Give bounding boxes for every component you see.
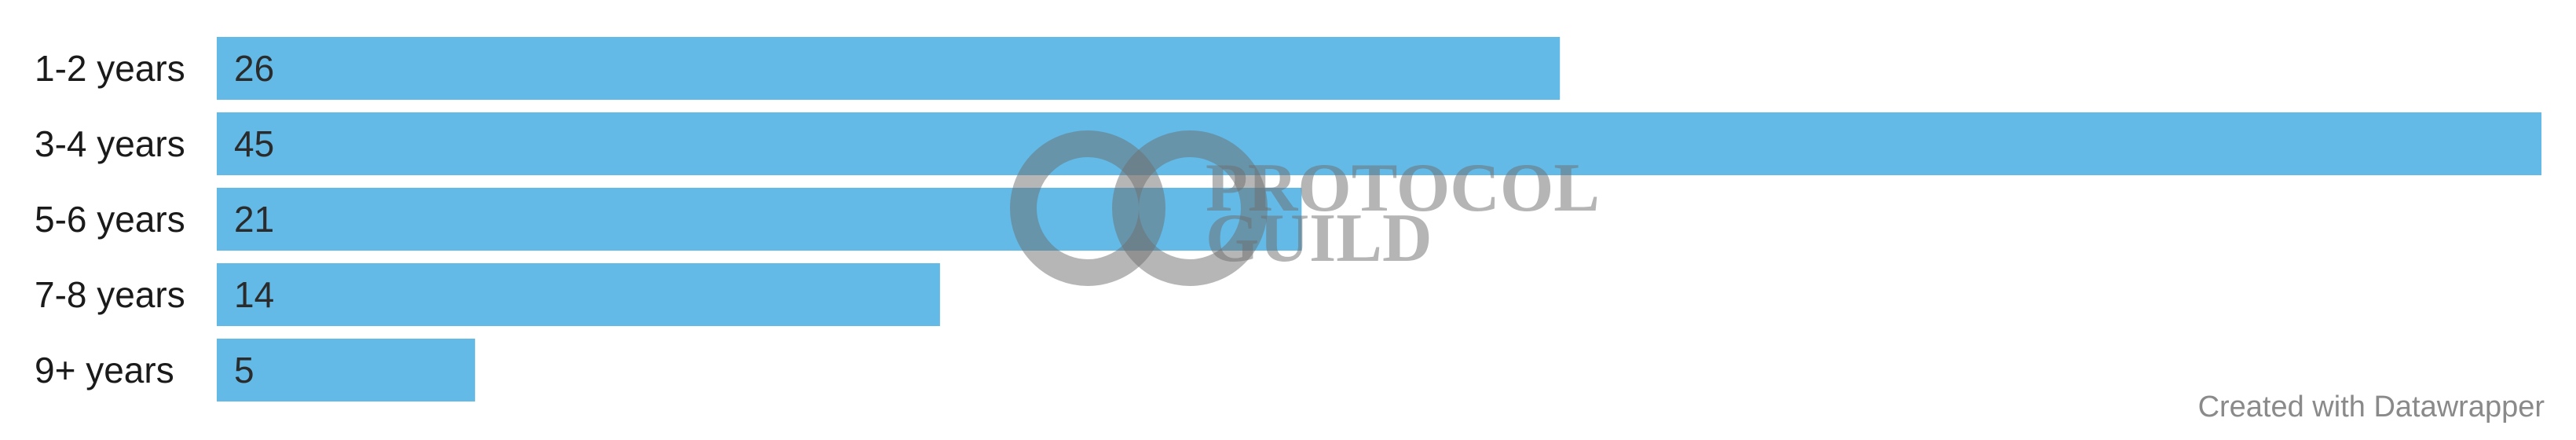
value-label: 5 <box>234 350 254 390</box>
bar <box>217 263 940 326</box>
category-label: 9+ years <box>35 350 174 390</box>
value-label: 14 <box>234 274 274 315</box>
watermark-ring-left <box>1010 130 1165 286</box>
bar <box>217 112 2541 175</box>
watermark-line-2: GUILD <box>1206 200 1433 277</box>
bar <box>217 37 1561 100</box>
bars-layer: 1-2 years 26 3-4 years 45 5-6 years 21 7-8 yea… <box>35 37 2541 402</box>
value-label: 45 <box>234 123 274 164</box>
bar <box>217 339 475 402</box>
category-label: 3-4 years <box>35 123 185 164</box>
protocol-guild-watermark: PROTOCOL GUILD <box>1010 130 1600 286</box>
category-label: 5-6 years <box>35 199 185 240</box>
category-label: 1-2 years <box>35 48 185 89</box>
value-label: 26 <box>234 48 274 89</box>
watermark-line-1: PROTOCOL <box>1206 150 1600 226</box>
value-label: 21 <box>234 199 274 240</box>
credit-text: Created with Datawrapper <box>2197 390 2545 424</box>
category-label: 7-8 years <box>35 274 185 315</box>
watermark-ring-right <box>1112 130 1268 286</box>
